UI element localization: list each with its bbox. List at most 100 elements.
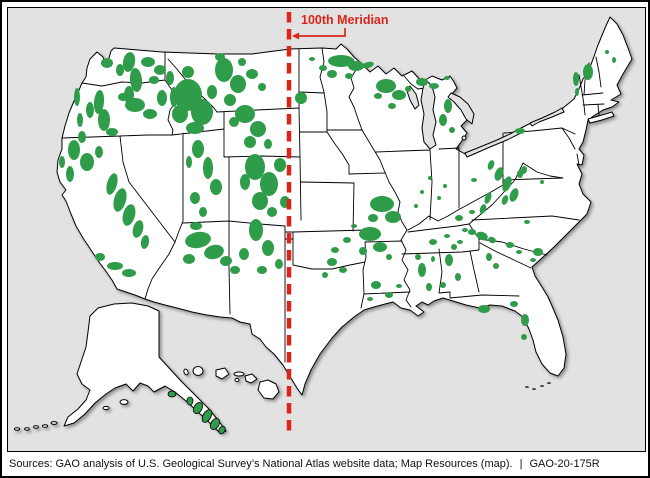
forest-patch xyxy=(443,184,447,188)
forest-patch xyxy=(246,69,258,79)
forest-patch xyxy=(444,234,450,238)
forest-patch xyxy=(385,292,393,298)
forest-patch xyxy=(343,237,351,243)
forest-patch xyxy=(431,256,435,262)
forest-patch xyxy=(462,228,468,232)
forest-patch xyxy=(167,390,177,398)
forest-patch xyxy=(418,263,426,277)
forest-patch xyxy=(445,254,453,266)
forest-patch xyxy=(319,65,327,71)
sources-text: Sources: GAO analysis of U.S. Geological… xyxy=(9,458,513,470)
forest-patch xyxy=(540,180,544,184)
forest-patch xyxy=(359,227,381,241)
forest-patch xyxy=(444,76,450,80)
forest-patch xyxy=(374,93,382,99)
forest-patch xyxy=(80,153,94,171)
long-island xyxy=(587,111,615,124)
forest-patch xyxy=(371,281,381,289)
forest-patch xyxy=(484,192,492,204)
forest-patch xyxy=(107,262,123,270)
forest-patch xyxy=(468,229,476,235)
forest-patch xyxy=(573,72,579,86)
forest-patch xyxy=(230,266,240,274)
forest-patch xyxy=(106,128,118,136)
state-borders xyxy=(61,47,605,363)
forest-patch xyxy=(116,64,124,76)
forest-patch xyxy=(488,236,496,244)
forest-patch xyxy=(93,90,105,114)
forest-patch xyxy=(190,192,200,204)
forest-patch xyxy=(218,425,226,435)
forest-patch xyxy=(193,402,203,414)
forest-patch xyxy=(113,188,127,212)
forest-patch xyxy=(428,176,432,180)
forest-patch xyxy=(238,58,246,66)
forest-patch xyxy=(230,75,246,93)
report-id: GAO-20-175R xyxy=(529,458,600,470)
forest-patch xyxy=(191,99,213,125)
forest-patch xyxy=(235,105,255,123)
forest-patch xyxy=(78,131,86,143)
forest-patch xyxy=(429,83,439,89)
forest-patch xyxy=(210,418,220,430)
florida-keys xyxy=(525,382,551,390)
forest-patch xyxy=(516,250,522,254)
forest-patch xyxy=(122,204,136,226)
forest-patch xyxy=(612,57,616,63)
forest-patch xyxy=(479,204,487,214)
forest-patch xyxy=(451,244,457,250)
forest-patch xyxy=(524,220,530,224)
lake-ontario xyxy=(529,107,565,127)
meridian-arrowhead-icon xyxy=(292,32,299,40)
forest-patch xyxy=(59,156,65,168)
forest-patch xyxy=(359,247,367,255)
forest-patch xyxy=(426,283,432,291)
forest-patch xyxy=(506,242,514,248)
forest-patch xyxy=(520,166,528,174)
forest-patch xyxy=(515,128,525,134)
forest-patch xyxy=(140,235,150,249)
forest-patch xyxy=(141,57,155,67)
forest-patch xyxy=(203,157,213,179)
forest-patch xyxy=(396,284,402,288)
forest-patch xyxy=(414,204,418,208)
meridian-arrow-line xyxy=(298,28,346,37)
forest-patch xyxy=(125,98,145,112)
forest-patch xyxy=(274,158,286,172)
forest-patch xyxy=(533,248,543,256)
forest-patch xyxy=(509,188,519,202)
forest-patch xyxy=(493,263,499,269)
forest-patch xyxy=(494,167,504,181)
forest-patch xyxy=(295,92,307,104)
meridian-label: 100th Meridian xyxy=(301,13,389,27)
forest-patch xyxy=(322,272,328,278)
forest-patch xyxy=(510,301,518,307)
forest-patch xyxy=(149,76,159,84)
forest-patch xyxy=(240,174,250,190)
divider: | xyxy=(519,458,523,470)
forest-patch xyxy=(182,66,194,78)
forest-patch xyxy=(388,103,396,109)
forest-patch xyxy=(327,258,337,266)
forest-patch xyxy=(239,248,249,260)
forest-patch xyxy=(345,73,353,79)
forest-patch xyxy=(210,179,222,195)
forest-patch xyxy=(367,297,373,301)
hawaii-islands xyxy=(183,366,280,400)
tongass-forest-patches xyxy=(167,390,226,435)
forest-patch xyxy=(95,146,103,158)
source-note: Sources: GAO analysis of U.S. Geological… xyxy=(9,458,645,470)
forest-patch xyxy=(245,154,265,180)
forest-patch xyxy=(143,109,157,119)
alaska-outline xyxy=(63,302,227,434)
forest-patch xyxy=(68,140,80,160)
forest-patch xyxy=(267,207,277,217)
forest-patch xyxy=(86,102,94,118)
forest-patch xyxy=(215,53,225,61)
forest-patch xyxy=(348,61,364,71)
forest-patch xyxy=(575,88,579,96)
lake-st-clair xyxy=(461,135,467,141)
forest-patch xyxy=(457,240,463,244)
